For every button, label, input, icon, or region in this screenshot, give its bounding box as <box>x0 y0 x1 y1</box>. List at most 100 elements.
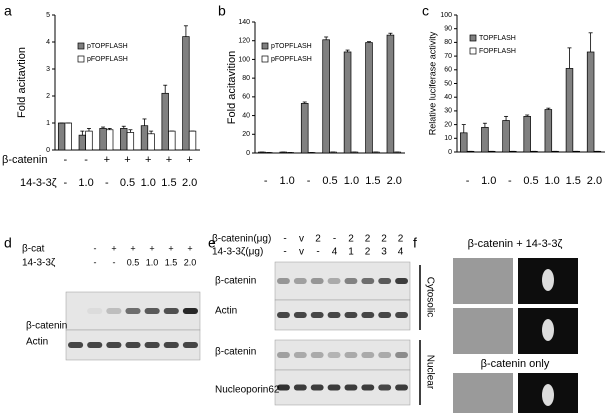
bar <box>188 130 197 151</box>
lane-label: - <box>113 257 116 267</box>
lane-label: 1.0 <box>146 257 159 267</box>
band <box>327 312 341 318</box>
category-label: 2.0 <box>387 175 402 187</box>
lane-label: 1 <box>348 247 354 258</box>
panel-label: b <box>218 3 226 19</box>
lane-label: 2 <box>398 234 404 245</box>
bar <box>140 125 149 151</box>
legend-label: pFOPFLASH <box>87 56 128 63</box>
band <box>310 278 324 284</box>
y-tick-label: 120 <box>238 38 250 45</box>
lane-label: 2 <box>365 247 371 258</box>
bar <box>523 116 531 153</box>
y-tick-label: 10 <box>444 135 452 142</box>
panel-label: f <box>413 235 417 251</box>
category-label: 1.5 <box>161 177 176 189</box>
y-tick-label: 1 <box>46 120 50 127</box>
band <box>395 278 408 284</box>
legend-label: pFOPFLASH <box>271 56 312 63</box>
lane-label: - <box>333 234 336 245</box>
legend-label: pTOPFLASH <box>271 43 312 50</box>
category-label: 2.0 <box>587 175 602 187</box>
category-label: 0.5 <box>523 175 538 187</box>
band <box>327 278 341 284</box>
bar <box>85 130 93 151</box>
bar <box>120 128 128 151</box>
category-label: 1.0 <box>344 175 359 187</box>
bar <box>78 134 87 151</box>
lane-label: - <box>283 234 286 245</box>
bar <box>300 103 309 154</box>
y-tick-label: 0 <box>246 150 250 157</box>
lane-label: + <box>187 243 192 253</box>
legend-label: FOPFLASH <box>479 48 516 55</box>
band <box>125 342 141 348</box>
y-tick-label: 30 <box>444 108 452 115</box>
band <box>344 384 358 391</box>
category-label: 0.5 <box>322 175 337 187</box>
bar <box>502 120 510 153</box>
lane-label: + <box>168 243 173 253</box>
lane-label: 2 <box>381 234 387 245</box>
band <box>361 278 375 284</box>
y-tick-label: 5 <box>46 12 50 19</box>
category-label: - <box>84 154 88 166</box>
legend-swatch <box>77 55 85 63</box>
lane-label: 2 <box>365 234 371 245</box>
category-label: 1.0 <box>78 177 93 189</box>
y-tick-label: 80 <box>242 75 250 82</box>
y-tick-label: 100 <box>440 12 452 19</box>
lane-label: + <box>111 243 116 253</box>
bar <box>126 132 135 151</box>
y-tick-label: 3 <box>46 66 50 73</box>
band <box>293 312 307 318</box>
bar <box>161 92 169 151</box>
band <box>277 384 290 391</box>
panel-label: d <box>4 235 12 251</box>
band <box>182 342 198 348</box>
bar <box>544 109 553 153</box>
y-axis-label: Fold acitavition <box>226 51 238 124</box>
blot-label: Nucleoporin62 <box>215 385 280 396</box>
fraction-label: Cytosolic <box>424 277 435 318</box>
band <box>293 352 307 358</box>
panel-label: c <box>422 3 429 19</box>
band <box>395 312 408 318</box>
y-tick-label: 4 <box>46 39 50 46</box>
band <box>163 308 179 314</box>
category-label: 1.0 <box>141 177 156 189</box>
y-tick-label: 40 <box>444 94 452 101</box>
legend-swatch <box>469 34 477 42</box>
category-label: + <box>166 154 172 166</box>
band <box>144 342 160 348</box>
y-tick-label: 140 <box>238 19 250 26</box>
fraction-label: Nuclear <box>424 355 435 390</box>
row-label: β-cat <box>22 244 45 255</box>
micrograph-phase <box>453 308 513 354</box>
band <box>310 352 324 358</box>
row-label: 14-3-3ζ(μg) <box>212 247 263 258</box>
band <box>68 342 84 348</box>
blot-label: β-catenin <box>215 347 256 358</box>
band <box>106 308 122 314</box>
row-label: 14-3-3ζ <box>22 258 56 269</box>
band <box>344 278 358 284</box>
legend-label: pTOPFLASH <box>87 43 128 50</box>
category-label: 1.5 <box>365 175 380 187</box>
band <box>344 352 358 358</box>
bar <box>365 42 373 154</box>
category-label: + <box>186 154 192 166</box>
y-tick-label: 60 <box>242 94 250 101</box>
lane-label: - <box>283 247 286 258</box>
y-tick-label: 80 <box>444 39 452 46</box>
y-tick-label: 0 <box>448 149 452 156</box>
lane-label: 1.5 <box>165 257 178 267</box>
lane-label: 2 <box>348 234 354 245</box>
band <box>361 384 375 391</box>
band <box>68 308 84 314</box>
y-tick-label: 20 <box>444 121 452 128</box>
category-label: + <box>104 154 110 166</box>
legend-swatch <box>261 55 269 63</box>
category-label: + <box>124 154 130 166</box>
